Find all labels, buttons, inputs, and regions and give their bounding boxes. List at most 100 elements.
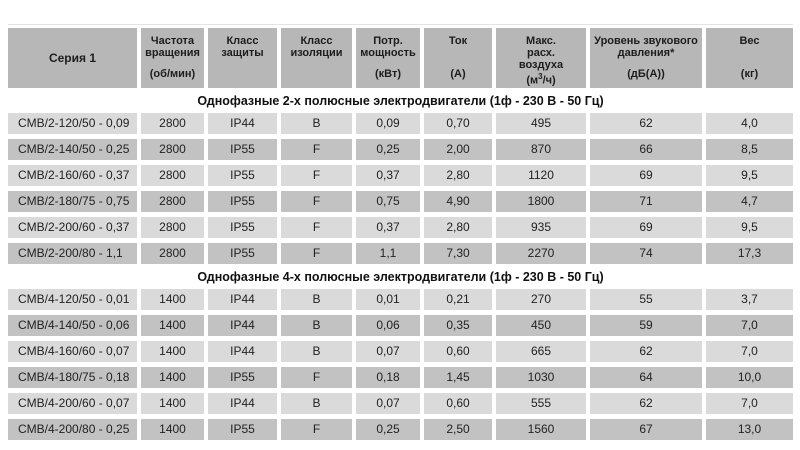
cell-series-model: CMB/2-200/60 - 0,37 xyxy=(8,217,137,238)
cell-rpm: 1400 xyxy=(141,341,204,362)
cell-protection-class: IP44 xyxy=(208,315,277,336)
cell-series-model: CMB/2-200/80 - 1,1 xyxy=(8,243,137,264)
cell-protection-class: IP44 xyxy=(208,341,277,362)
cell-series-model: CMB/4-200/60 - 0,07 xyxy=(8,393,137,414)
table-row: CMB/4-200/60 - 0,07 1400 IP44 B 0,07 0,6… xyxy=(8,393,793,414)
cell-power: 0,25 xyxy=(356,419,420,440)
cell-rpm: 1400 xyxy=(141,393,204,414)
cell-weight: 3,7 xyxy=(706,289,793,310)
cell-series-model: CMB/2-120/50 - 0,09 xyxy=(8,113,137,134)
cell-sound-level: 64 xyxy=(590,367,702,388)
cell-insulation-class: B xyxy=(281,341,352,362)
cell-series-model: CMB/4-120/50 - 0,01 xyxy=(8,289,137,310)
cell-power: 0,07 xyxy=(356,393,420,414)
cell-current: 1,45 xyxy=(424,367,492,388)
section-title-4pole: Однофазные 4-х полюсные электродвигатели… xyxy=(197,270,604,284)
cell-insulation-class: B xyxy=(281,289,352,310)
cell-power: 0,37 xyxy=(356,217,420,238)
cell-airflow: 1120 xyxy=(496,165,586,186)
cell-series-model: CMB/2-180/75 - 0,75 xyxy=(8,191,137,212)
cell-current: 0,60 xyxy=(424,341,492,362)
cell-sound-level: 62 xyxy=(590,393,702,414)
column-unit: (кВт) xyxy=(374,68,402,80)
table-row: CMB/4-120/50 - 0,01 1400 IP44 B 0,01 0,2… xyxy=(8,289,793,310)
cell-protection-class: IP55 xyxy=(208,165,277,186)
column-title: Серия 1 xyxy=(48,50,97,65)
cell-rpm: 1400 xyxy=(141,289,204,310)
cell-sound-level: 71 xyxy=(590,191,702,212)
cell-airflow: 2270 xyxy=(496,243,586,264)
column-header-current: Ток (А) xyxy=(424,28,492,88)
cell-weight: 7,0 xyxy=(706,315,793,336)
cell-series-model: CMB/4-180/75 - 0,18 xyxy=(8,367,137,388)
section-title-2pole: Однофазные 2-х полюсные электродвигатели… xyxy=(197,94,604,108)
column-title: Потр. мощность xyxy=(360,35,416,59)
column-title: Частота вращения xyxy=(145,35,200,59)
cell-sound-level: 69 xyxy=(590,217,702,238)
cell-power: 0,37 xyxy=(356,165,420,186)
cell-series-model: CMB/4-200/80 - 0,25 xyxy=(8,419,137,440)
cell-weight: 8,5 xyxy=(706,139,793,160)
column-title: Класс защиты xyxy=(221,35,264,59)
cell-insulation-class: F xyxy=(281,419,352,440)
cell-weight: 9,5 xyxy=(706,217,793,238)
column-header-series: Серия 1 xyxy=(8,28,137,88)
cell-current: 2,80 xyxy=(424,217,492,238)
cell-protection-class: IP55 xyxy=(208,367,277,388)
column-unit: (А) xyxy=(450,68,466,80)
cell-insulation-class: B xyxy=(281,315,352,336)
cell-weight: 4,7 xyxy=(706,191,793,212)
table-row: CMB/2-180/75 - 0,75 2800 IP55 F 0,75 4,9… xyxy=(8,191,793,212)
cell-current: 0,60 xyxy=(424,393,492,414)
column-header-weight: Вес (кг) xyxy=(706,28,793,88)
cell-series-model: CMB/2-160/60 - 0,37 xyxy=(8,165,137,186)
table-row: CMB/2-160/60 - 0,37 2800 IP55 F 0,37 2,8… xyxy=(8,165,793,186)
table-header-row: Серия 1 Частота вращения (об/мин) Класс … xyxy=(8,28,793,88)
column-header-insulation-class: Класс изоляции xyxy=(281,28,352,88)
column-unit: (дБ(А)) xyxy=(627,68,665,80)
column-unit: (кг) xyxy=(740,68,759,80)
cell-sound-level: 69 xyxy=(590,165,702,186)
cell-rpm: 2800 xyxy=(141,113,204,134)
column-title: Вес xyxy=(739,35,760,47)
cell-weight: 4,0 xyxy=(706,113,793,134)
cell-protection-class: IP44 xyxy=(208,393,277,414)
cell-insulation-class: F xyxy=(281,165,352,186)
cell-weight: 10,0 xyxy=(706,367,793,388)
cell-power: 0,09 xyxy=(356,113,420,134)
table-row: CMB/4-200/80 - 0,25 1400 IP55 F 0,25 2,5… xyxy=(8,419,793,440)
cell-airflow: 495 xyxy=(496,113,586,134)
cell-weight: 9,5 xyxy=(706,165,793,186)
table-row: CMB/2-140/50 - 0,25 2800 IP55 F 0,25 2,0… xyxy=(8,139,793,160)
cell-insulation-class: F xyxy=(281,243,352,264)
cell-current: 7,30 xyxy=(424,243,492,264)
cell-series-model: CMB/4-160/60 - 0,07 xyxy=(8,341,137,362)
cell-protection-class: IP55 xyxy=(208,217,277,238)
cell-airflow: 870 xyxy=(496,139,586,160)
table-row: CMB/2-200/60 - 0,37 2800 IP55 F 0,37 2,8… xyxy=(8,217,793,238)
cell-current: 0,35 xyxy=(424,315,492,336)
cell-airflow: 450 xyxy=(496,315,586,336)
table-row: CMB/2-120/50 - 0,09 2800 IP44 B 0,09 0,7… xyxy=(8,113,793,134)
cell-airflow: 1560 xyxy=(496,419,586,440)
cell-sound-level: 74 xyxy=(590,243,702,264)
table-row: CMB/2-200/80 - 1,1 2800 IP55 F 1,1 7,30 … xyxy=(8,243,793,264)
cell-insulation-class: F xyxy=(281,367,352,388)
cell-weight: 7,0 xyxy=(706,393,793,414)
cell-airflow: 270 xyxy=(496,289,586,310)
column-unit: (м3/ч) xyxy=(526,72,556,87)
cell-current: 2,80 xyxy=(424,165,492,186)
cell-rpm: 2800 xyxy=(141,139,204,160)
column-header-protection-class: Класс защиты xyxy=(208,28,277,88)
cell-rpm: 2800 xyxy=(141,165,204,186)
table-row: CMB/4-180/75 - 0,18 1400 IP55 F 0,18 1,4… xyxy=(8,367,793,388)
cell-insulation-class: F xyxy=(281,139,352,160)
cell-sound-level: 62 xyxy=(590,341,702,362)
cell-current: 4,90 xyxy=(424,191,492,212)
cell-sound-level: 62 xyxy=(590,113,702,134)
column-unit: (об/мин) xyxy=(149,68,196,80)
table-row: CMB/4-160/60 - 0,07 1400 IP44 B 0,07 0,6… xyxy=(8,341,793,362)
cell-insulation-class: B xyxy=(281,393,352,414)
cell-rpm: 2800 xyxy=(141,191,204,212)
